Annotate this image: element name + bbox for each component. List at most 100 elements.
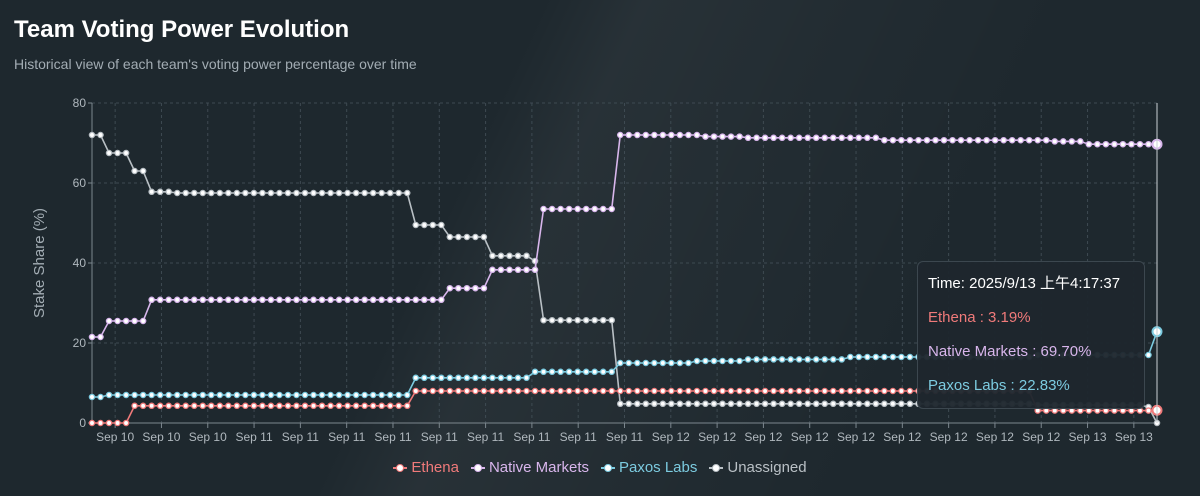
data-point bbox=[727, 133, 735, 140]
data-point bbox=[778, 134, 786, 142]
data-point bbox=[795, 356, 803, 363]
data-point bbox=[386, 189, 394, 197]
line-marker-icon bbox=[709, 463, 724, 473]
data-point bbox=[216, 296, 224, 304]
data-point bbox=[1128, 140, 1135, 148]
data-point bbox=[463, 374, 471, 382]
x-tick-label: Sep 11 bbox=[374, 430, 411, 444]
data-point bbox=[804, 134, 811, 142]
x-tick-label: Sep 13 bbox=[1069, 430, 1107, 444]
data-point bbox=[625, 359, 633, 367]
data-point bbox=[557, 205, 564, 213]
data-point bbox=[744, 356, 752, 363]
data-point bbox=[855, 134, 863, 142]
data-point bbox=[208, 189, 215, 197]
data-point bbox=[651, 400, 658, 408]
data-point bbox=[156, 296, 164, 304]
tooltip-row-paxos-labs: Paxos Labs : 22.83% bbox=[928, 377, 1070, 394]
data-point bbox=[693, 357, 701, 365]
data-point bbox=[898, 136, 905, 144]
data-point bbox=[182, 296, 189, 304]
x-tick-label: Sep 12 bbox=[652, 430, 690, 444]
data-point bbox=[361, 189, 368, 197]
legend-item-unassigned[interactable]: Unassigned bbox=[709, 459, 807, 476]
data-point bbox=[821, 400, 828, 408]
data-point bbox=[310, 391, 317, 399]
data-point bbox=[480, 284, 488, 292]
data-point bbox=[199, 391, 207, 399]
tooltip-row-native-markets: Native Markets : 69.70% bbox=[928, 343, 1092, 360]
data-point bbox=[736, 387, 743, 395]
data-point bbox=[455, 284, 462, 292]
data-point bbox=[369, 296, 377, 304]
legend-label: Native Markets bbox=[488, 459, 589, 476]
data-point bbox=[548, 316, 556, 324]
data-point bbox=[1068, 138, 1076, 145]
data-point bbox=[412, 387, 420, 395]
data-point bbox=[429, 221, 437, 229]
data-point bbox=[361, 391, 368, 399]
data-point bbox=[736, 133, 743, 140]
data-point bbox=[787, 356, 794, 363]
data-point bbox=[88, 333, 96, 341]
data-point bbox=[361, 296, 368, 304]
x-tick-label: Sep 11 bbox=[235, 430, 272, 444]
data-point bbox=[216, 402, 224, 410]
data-point bbox=[591, 368, 598, 376]
data-point bbox=[378, 189, 385, 197]
x-tick-label: Sep 11 bbox=[328, 430, 365, 444]
data-point bbox=[122, 391, 130, 399]
data-point bbox=[122, 149, 130, 157]
data-point bbox=[770, 356, 777, 363]
legend-item-paxos-labs[interactable]: Paxos Labs bbox=[600, 459, 698, 476]
data-point bbox=[97, 419, 104, 427]
data-point bbox=[795, 134, 803, 142]
data-point bbox=[795, 387, 803, 395]
chart-title: Team Voting Power Evolution bbox=[14, 16, 350, 43]
x-tick-label: Sep 11 bbox=[606, 430, 643, 444]
data-point bbox=[974, 136, 982, 144]
data-point bbox=[472, 233, 479, 241]
data-point bbox=[403, 296, 411, 304]
data-point bbox=[250, 189, 258, 197]
chart-subtitle: Historical view of each team's voting po… bbox=[14, 56, 417, 72]
data-point bbox=[915, 136, 922, 144]
legend-item-ethena[interactable]: Ethena bbox=[393, 459, 459, 476]
data-point bbox=[548, 387, 556, 395]
data-point bbox=[190, 296, 198, 304]
data-point bbox=[233, 391, 241, 399]
data-point bbox=[395, 391, 402, 399]
data-point bbox=[225, 402, 232, 410]
data-point bbox=[548, 205, 556, 213]
data-point bbox=[310, 189, 317, 197]
data-point bbox=[378, 391, 385, 399]
y-tick-label: 40 bbox=[73, 256, 87, 270]
data-point bbox=[225, 296, 232, 304]
data-point bbox=[838, 356, 846, 363]
data-point bbox=[872, 387, 880, 395]
data-point bbox=[267, 391, 275, 399]
legend-item-native-markets[interactable]: Native Markets bbox=[470, 459, 589, 476]
data-point bbox=[122, 419, 130, 427]
data-point bbox=[105, 149, 113, 157]
data-point bbox=[242, 296, 249, 304]
x-tick-label: Sep 12 bbox=[698, 430, 736, 444]
data-point bbox=[523, 252, 530, 260]
data-point bbox=[710, 387, 718, 395]
y-tick-label: 0 bbox=[79, 416, 86, 430]
x-tick-label: Sep 11 bbox=[513, 430, 550, 444]
data-point bbox=[940, 136, 948, 144]
data-point bbox=[344, 402, 351, 410]
legend-label: Paxos Labs bbox=[618, 459, 698, 476]
data-point bbox=[531, 387, 539, 395]
data-point bbox=[540, 387, 547, 395]
data-point bbox=[787, 400, 794, 408]
data-point bbox=[574, 205, 581, 213]
data-point bbox=[489, 387, 496, 395]
data-point bbox=[412, 296, 420, 304]
data-point bbox=[582, 368, 590, 376]
data-point bbox=[872, 353, 880, 361]
data-point bbox=[582, 387, 590, 395]
data-point bbox=[446, 374, 454, 382]
